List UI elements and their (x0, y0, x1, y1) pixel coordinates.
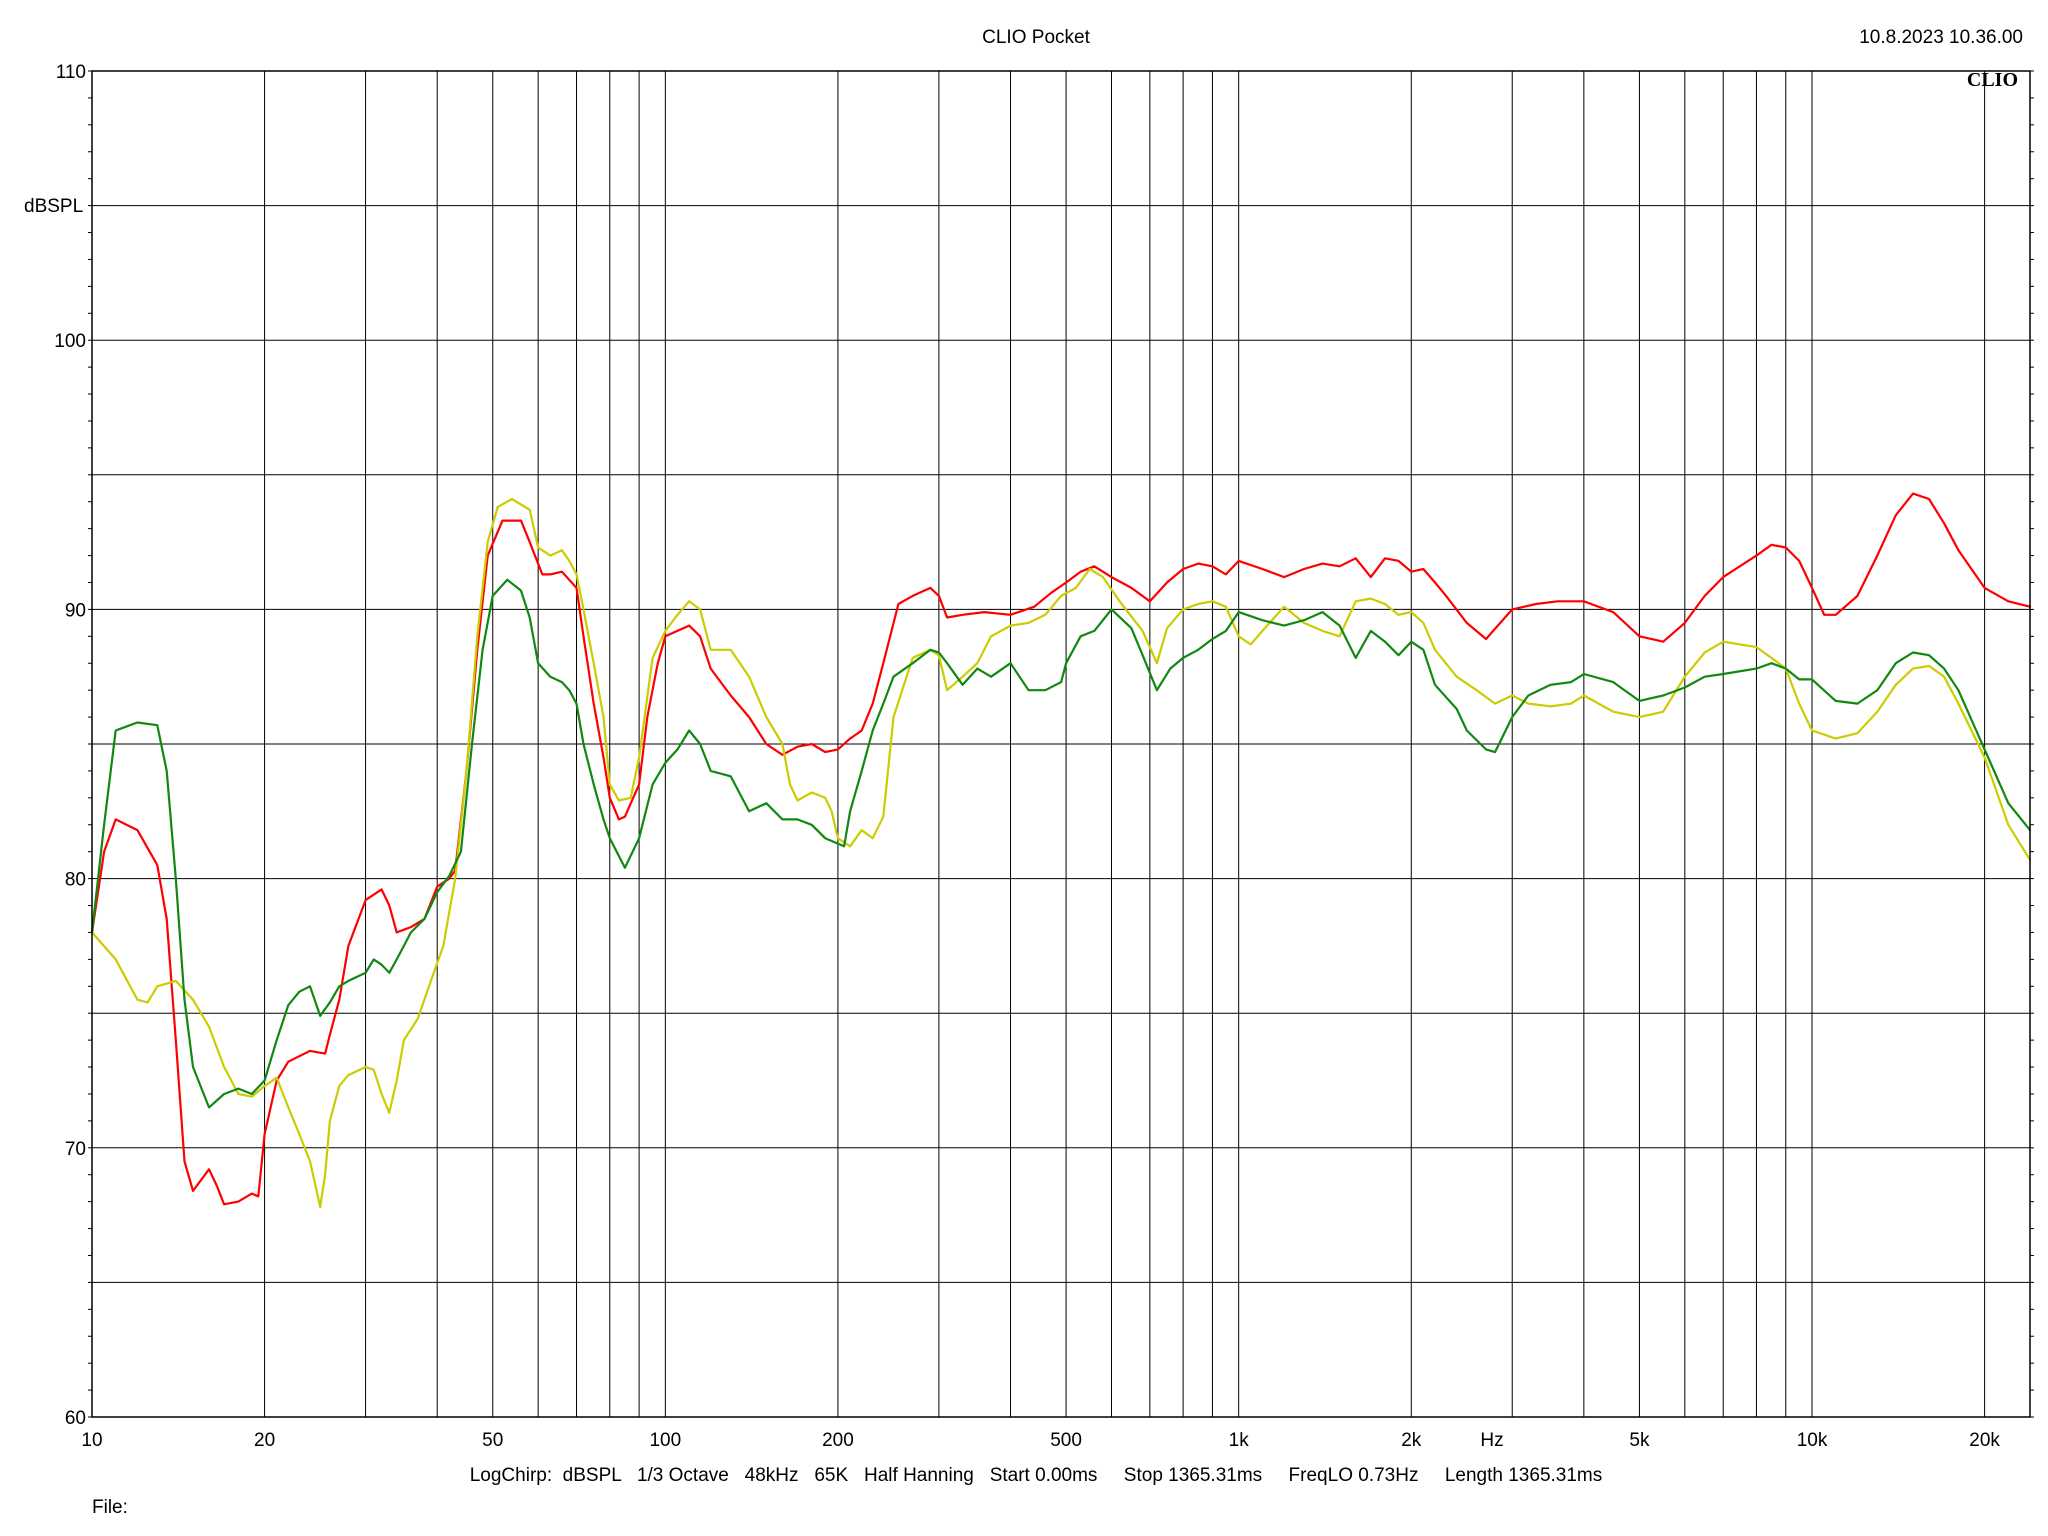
x-tick-label: 20 (254, 1430, 275, 1451)
file-label: File: (92, 1497, 128, 1518)
x-tick-label: 500 (1050, 1430, 1082, 1451)
measurement-settings: LogChirp: dBSPL 1/3 Octave 48kHz 65K Hal… (470, 1465, 1603, 1486)
series-line-2 (90, 497, 2032, 1209)
x-tick-label: 5k (1629, 1430, 1650, 1451)
y-tick-label: 100 (54, 331, 86, 352)
x-tick-label: 200 (822, 1430, 854, 1451)
y-tick-label: 110 (56, 62, 86, 83)
grid (92, 71, 2030, 1417)
chart-title: CLIO Pocket (982, 27, 1090, 48)
x-tick-label: 50 (482, 1430, 503, 1451)
clio-logo: CLIO (1967, 69, 2018, 91)
x-tick-label: 10 (81, 1430, 102, 1451)
series-line-3 (90, 578, 2032, 1109)
y-tick-label: 70 (65, 1139, 86, 1160)
y-tick-label: 80 (65, 870, 86, 891)
x-tick-label: 1k (1229, 1430, 1250, 1451)
series-line-1 (90, 492, 2032, 1206)
x-tick-label: 20k (1969, 1430, 2000, 1451)
x-tick-label: 10k (1797, 1430, 1828, 1451)
y-tick-label: 90 (65, 600, 86, 621)
x-tick-label: 2k (1401, 1430, 1422, 1451)
chart-timestamp: 10.8.2023 10.36.00 (1859, 27, 2023, 48)
y-tick-label: 60 (65, 1408, 86, 1429)
x-axis-label: Hz (1480, 1430, 1503, 1451)
y-axis-label: dBSPL (24, 196, 83, 217)
series-layer (90, 492, 2032, 1209)
x-tick-label: 100 (649, 1430, 681, 1451)
